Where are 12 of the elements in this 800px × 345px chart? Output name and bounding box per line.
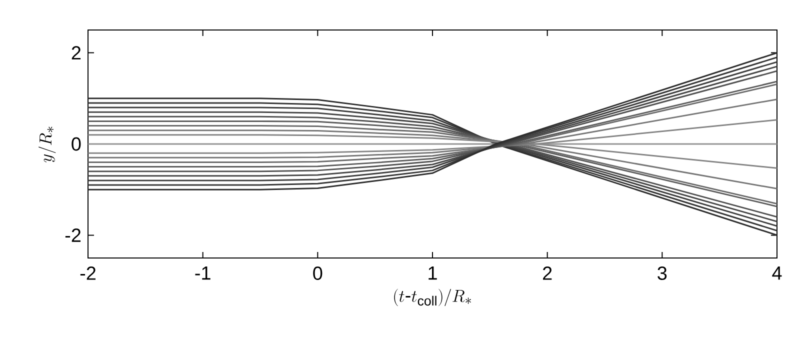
x-axis-title: $(t\mbox{-}t_{\mathrm{coll}})/R_*$ xyxy=(394,288,471,306)
y-tick-label: 0 xyxy=(72,137,81,151)
x-tick-label: -2 xyxy=(80,266,96,280)
x-tick-label: 0 xyxy=(313,266,322,280)
x-tick-label: 2 xyxy=(543,266,552,280)
x-tick-label: 4 xyxy=(772,266,782,280)
y-tick-label: -2 xyxy=(65,228,81,242)
x-tick-label: 3 xyxy=(658,266,667,280)
y-axis-title: $y/R_*$ xyxy=(38,126,56,162)
x-tick-label: -1 xyxy=(195,266,210,280)
y-tick-label: 2 xyxy=(72,46,81,60)
x-tick-label: 1 xyxy=(428,266,437,280)
